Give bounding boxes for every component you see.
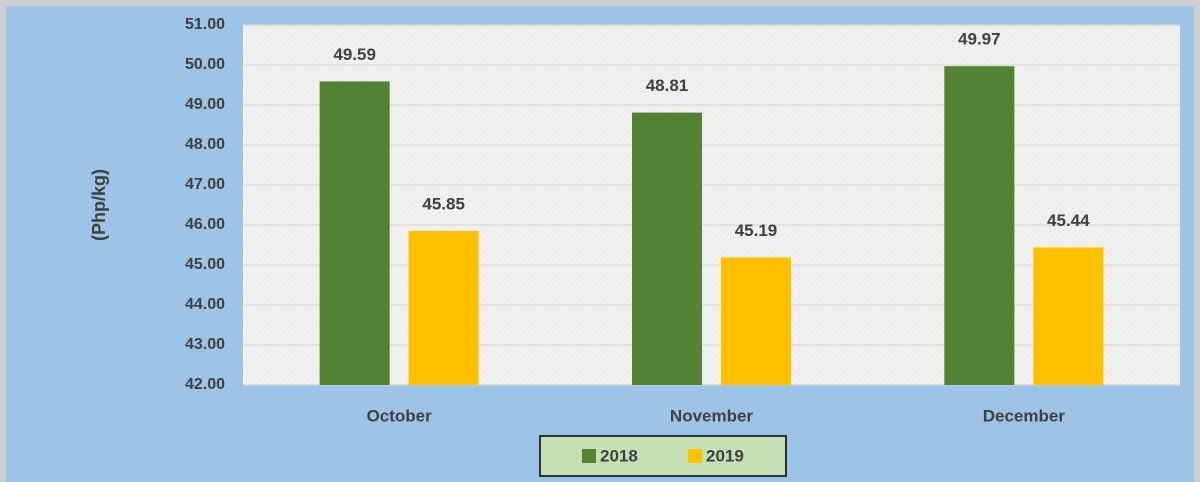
y-tick-label: 44.00 [185, 296, 225, 313]
y-tick-label: 50.00 [185, 56, 225, 73]
bar [319, 81, 390, 386]
y-tick-label: 51.00 [185, 16, 225, 33]
y-tick-label: 43.00 [185, 336, 225, 353]
data-label: 45.85 [422, 194, 465, 213]
data-label: 48.81 [646, 76, 689, 95]
legend-swatch [688, 449, 702, 463]
legend-swatch [582, 449, 596, 463]
data-label: 45.44 [1047, 211, 1090, 230]
y-tick-label: 46.00 [185, 216, 225, 233]
bar [1033, 247, 1104, 385]
data-label: 49.59 [333, 45, 376, 64]
legend-box [539, 435, 787, 477]
legend-label: 2018 [600, 446, 638, 465]
x-tick-label: October [367, 406, 433, 425]
bar [944, 66, 1015, 385]
bar [721, 257, 791, 385]
data-label: 45.19 [735, 221, 778, 240]
y-tick-label: 42.00 [185, 376, 225, 393]
y-tick-label: 47.00 [185, 176, 225, 193]
y-tick-label: 48.00 [185, 136, 225, 153]
y-tick-label: 49.00 [185, 96, 225, 113]
legend-label: 2019 [706, 446, 744, 465]
y-axis-label: (Php/kg) [89, 169, 109, 241]
bar [408, 231, 479, 385]
x-tick-label: December [983, 406, 1066, 425]
data-label: 49.97 [958, 30, 1001, 49]
bar [632, 112, 702, 385]
plot-area [243, 25, 1180, 385]
x-tick-label: November [670, 406, 754, 425]
y-tick-label: 45.00 [185, 256, 225, 273]
